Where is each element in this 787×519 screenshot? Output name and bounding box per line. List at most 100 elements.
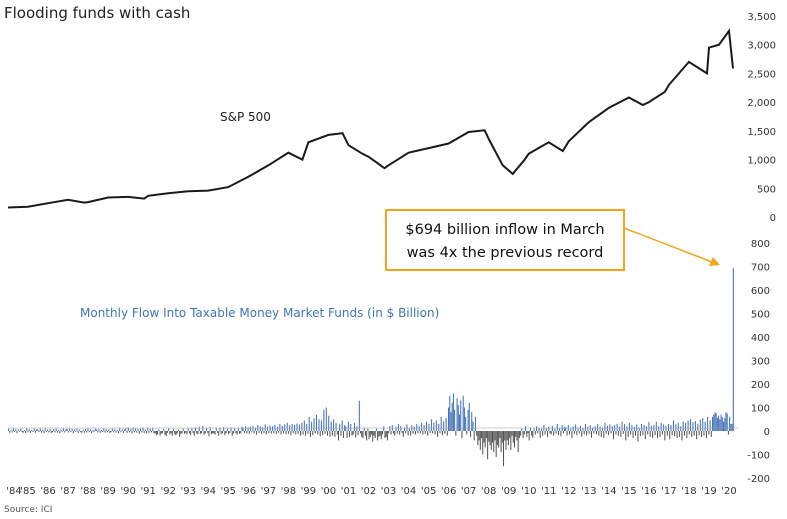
- flow-bar: [59, 431, 61, 434]
- flow-bar: [258, 431, 260, 433]
- flow-bar: [479, 431, 481, 450]
- flow-bar: [566, 431, 568, 436]
- flow-bar: [318, 419, 320, 431]
- flow-bar: [400, 425, 402, 431]
- x-tick: '84: [6, 486, 21, 497]
- flow-bar: [96, 429, 98, 431]
- x-tick: '09: [501, 486, 516, 497]
- flow-bar: [67, 431, 69, 433]
- flow-bar: [147, 427, 149, 431]
- flow-bar: [638, 427, 640, 431]
- flow-bar: [223, 427, 225, 431]
- flow-bar: [72, 431, 74, 434]
- flow-bar: [287, 431, 289, 434]
- flow-bar: [455, 431, 457, 436]
- flow-bar: [125, 428, 127, 431]
- flow-bar: [674, 431, 676, 437]
- flow-bar: [208, 431, 210, 437]
- flow-bar: [588, 431, 590, 434]
- flow-bar: [556, 423, 558, 431]
- flow-bar: [328, 415, 330, 431]
- flow-bar: [416, 423, 418, 431]
- flow-bar: [534, 431, 536, 435]
- flow-bar: [698, 431, 700, 436]
- flow-bar: [184, 431, 186, 434]
- flow-bar: [428, 423, 430, 431]
- flow-bar: [611, 426, 613, 431]
- flow-bar: [630, 431, 632, 435]
- flow-bar: [15, 429, 17, 431]
- x-tick: '15: [621, 486, 636, 497]
- flow-bar: [116, 429, 118, 431]
- flow-bar: [246, 431, 248, 434]
- x-tick: '14: [601, 486, 616, 497]
- flow-bar: [485, 431, 487, 439]
- flow-bar: [456, 398, 458, 431]
- flow-bar: [286, 422, 288, 431]
- flow-bar: [696, 431, 698, 440]
- flow-bar: [603, 431, 605, 439]
- flow-bar: [549, 431, 551, 434]
- flow-bar: [148, 431, 150, 433]
- flow-bar: [92, 429, 94, 431]
- flow-bar: [512, 431, 514, 443]
- flow-bar: [531, 431, 533, 436]
- callout-line-2: was 4x the previous record: [407, 245, 604, 261]
- flow-bar: [228, 431, 230, 435]
- flow-bar: [533, 428, 535, 431]
- flow-bar: [380, 431, 382, 440]
- flow-bar: [120, 431, 122, 433]
- flow-bar: [23, 430, 25, 431]
- flow-bar: [140, 428, 142, 431]
- flow-bar: [66, 428, 68, 431]
- flow-bar: [34, 431, 36, 433]
- flow-bar: [170, 431, 172, 434]
- flow-bar: [537, 431, 539, 434]
- flow-bar: [242, 428, 244, 431]
- flow-bar: [197, 431, 199, 435]
- flow-bar: [389, 426, 391, 431]
- callout-arrowhead: [709, 257, 720, 266]
- flow-bar: [632, 431, 634, 439]
- flow-bar: [275, 431, 277, 434]
- flow-bar: [21, 431, 23, 433]
- flow-bar: [317, 431, 319, 435]
- callout-line-1: $694 billion inflow in March: [405, 222, 604, 238]
- flow-bar: [16, 431, 18, 434]
- x-tick: '04: [401, 486, 416, 497]
- flow-bar: [424, 431, 426, 434]
- flow-bar: [192, 431, 194, 434]
- flow-bar: [143, 431, 145, 434]
- flow-bar: [715, 413, 717, 432]
- flow-bar: [8, 428, 10, 431]
- callout-box: [385, 209, 625, 271]
- flow-bar: [52, 431, 54, 433]
- flow-bar: [154, 431, 156, 434]
- flow-bar: [492, 431, 494, 443]
- flow-bar: [434, 431, 436, 435]
- flow-bar: [177, 429, 179, 431]
- flow-bar: [164, 431, 166, 435]
- flow-bar: [569, 431, 571, 435]
- x-tick: '96: [241, 486, 256, 497]
- flow-bar: [624, 423, 626, 431]
- flow-bar: [195, 427, 197, 431]
- flow-bar: [693, 431, 695, 436]
- flow-bar: [138, 431, 140, 434]
- flow-y-tick: 200: [751, 380, 770, 391]
- sp500-y-tick: 500: [757, 184, 776, 195]
- x-tick: '98: [281, 486, 296, 497]
- flow-bar: [263, 431, 265, 434]
- flow-bar: [650, 425, 652, 431]
- flow-bar: [80, 431, 82, 433]
- flow-bar: [327, 431, 329, 436]
- flow-bar: [206, 427, 208, 431]
- flow-bar: [605, 431, 607, 434]
- flow-bar: [94, 428, 96, 431]
- flow-bar: [712, 416, 714, 431]
- chart-title: Flooding funds with cash: [4, 4, 190, 22]
- flow-bar: [267, 426, 269, 431]
- x-tick: '86: [40, 486, 55, 497]
- flow-bar: [584, 423, 586, 431]
- flow-bar: [76, 428, 78, 431]
